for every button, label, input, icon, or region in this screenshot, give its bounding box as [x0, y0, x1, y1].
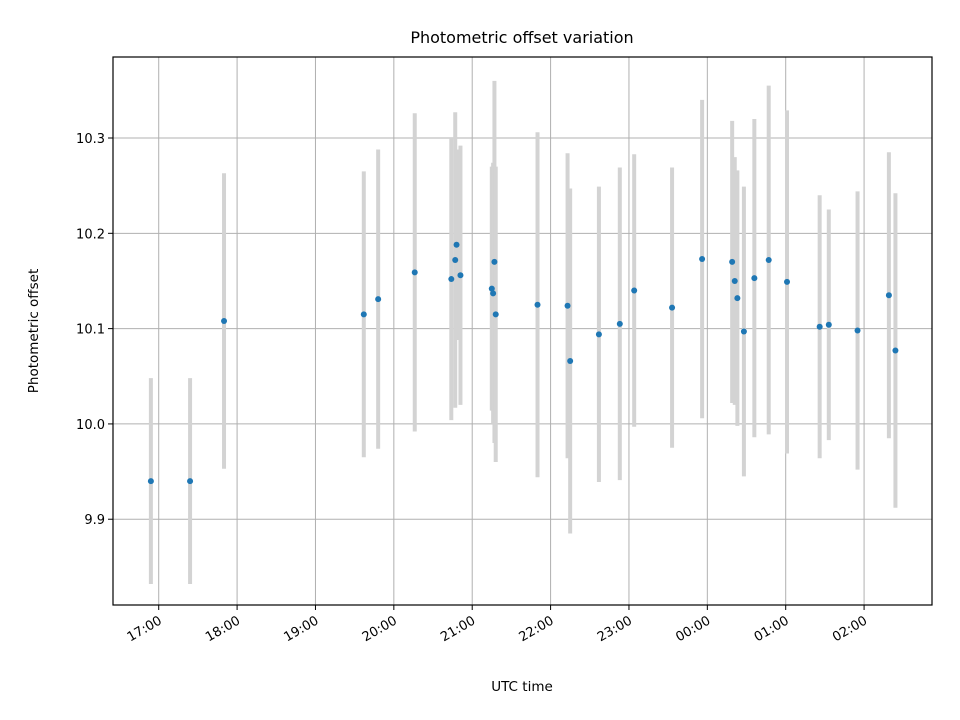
y-tick-label: 10.1	[76, 323, 105, 338]
data-point	[731, 277, 738, 284]
data-point	[221, 317, 228, 324]
y-axis-label: Photometric offset	[26, 269, 42, 393]
data-point	[375, 296, 382, 303]
grid	[113, 57, 932, 605]
x-axis-label: UTC time	[491, 679, 553, 695]
data-point	[631, 287, 638, 294]
data-point	[734, 295, 741, 302]
data-point	[187, 478, 194, 485]
data-point	[784, 278, 791, 285]
data-point	[534, 301, 541, 308]
data-point	[595, 331, 602, 338]
data-point	[411, 269, 418, 276]
data-point	[453, 241, 460, 248]
y-tick-label: 10.0	[76, 418, 105, 433]
data-point	[751, 275, 758, 282]
y-tick-label: 10.3	[76, 132, 105, 147]
data-point	[825, 321, 832, 328]
data-point	[492, 311, 499, 318]
data-point	[491, 258, 498, 265]
data-point	[488, 285, 495, 292]
data-point	[669, 304, 676, 311]
data-point	[765, 256, 772, 263]
data-point	[567, 358, 574, 365]
data-point	[457, 272, 464, 279]
data-point	[892, 347, 899, 354]
data-point	[616, 320, 623, 327]
data-point	[885, 292, 892, 299]
data-point	[740, 328, 747, 335]
data-point	[699, 256, 706, 263]
data-point	[816, 323, 823, 330]
data-point	[360, 311, 367, 318]
data-point	[452, 256, 459, 263]
data-point	[854, 327, 861, 334]
data-point	[147, 478, 154, 485]
plot-frame	[112, 56, 933, 606]
data-point	[448, 276, 455, 283]
y-tick-label: 9.9	[84, 513, 105, 528]
y-tick-label: 10.2	[76, 227, 105, 242]
chart-title: Photometric offset variation	[410, 28, 633, 47]
data-point	[729, 258, 736, 265]
data-point	[564, 302, 571, 309]
data-points	[147, 241, 899, 485]
data-point	[490, 290, 497, 297]
